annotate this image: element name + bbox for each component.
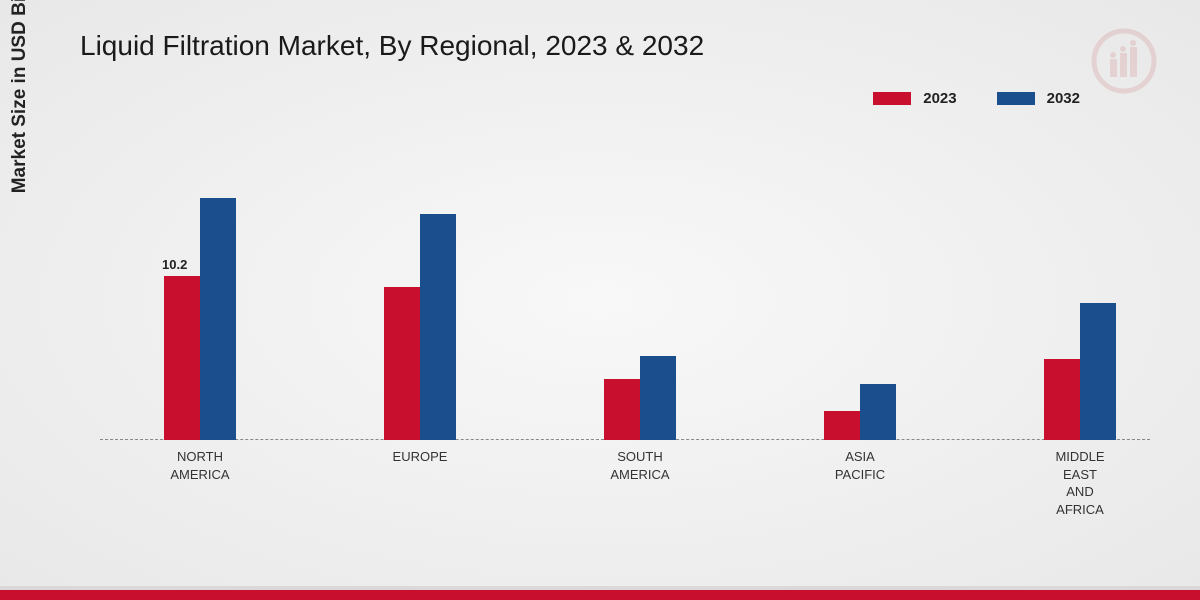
- y-axis-label: Market Size in USD Billion: [9, 0, 31, 193]
- bar-2032: [420, 214, 456, 440]
- bar-2023: [824, 411, 860, 440]
- bar-2023: [604, 379, 640, 440]
- bar-group: 10.2: [164, 198, 236, 440]
- footer-bar: [0, 586, 1200, 600]
- x-axis-label: ASIA PACIFIC: [810, 448, 910, 483]
- bar-2023: [384, 287, 420, 440]
- bar-2023: [164, 276, 200, 440]
- x-axis-label: SOUTH AMERICA: [590, 448, 690, 483]
- bar-group: [824, 384, 896, 440]
- x-axis-label: MIDDLE EAST AND AFRICA: [1030, 448, 1130, 518]
- bar-group: [1044, 303, 1116, 440]
- legend-swatch-2032: [997, 92, 1035, 105]
- watermark-logo: [1088, 25, 1160, 102]
- plot-area: 10.2: [100, 150, 1150, 440]
- bar-group: [604, 356, 676, 440]
- legend-label-2032: 2032: [1047, 90, 1080, 107]
- bar-2032: [1080, 303, 1116, 440]
- legend: 2023 2032: [873, 90, 1080, 107]
- legend-item-2023: 2023: [873, 90, 956, 107]
- bar-2023: [1044, 359, 1080, 440]
- chart-title: Liquid Filtration Market, By Regional, 2…: [80, 30, 704, 62]
- x-axis-label: EUROPE: [370, 448, 470, 466]
- bar-2032: [200, 198, 236, 440]
- bar-group: [384, 214, 456, 440]
- legend-item-2032: 2032: [997, 90, 1080, 107]
- bar-value-label: 10.2: [162, 257, 187, 272]
- legend-swatch-2023: [873, 92, 911, 105]
- bar-2032: [640, 356, 676, 440]
- x-axis-label: NORTH AMERICA: [150, 448, 250, 483]
- bar-2032: [860, 384, 896, 440]
- legend-label-2023: 2023: [923, 90, 956, 107]
